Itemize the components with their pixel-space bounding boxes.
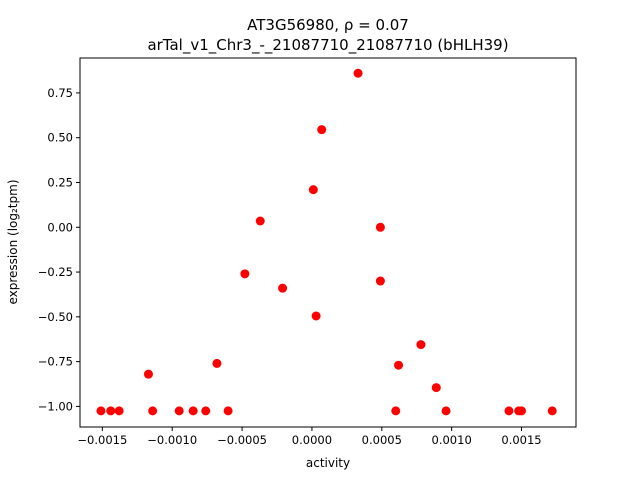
data-point (311, 311, 321, 321)
data-point (416, 340, 426, 350)
chart-title-line1: AT3G56980, ρ = 0.07 (247, 16, 409, 34)
data-point (375, 276, 385, 286)
x-axis-ticks: −0.0015 −0.0010 −0.0005 0.0000 0.0005 0.0010 0… (77, 427, 542, 447)
y-tick-label: −1.00 (38, 399, 73, 413)
x-tick-label: 0.0005 (362, 433, 402, 447)
data-point (114, 406, 124, 416)
data-point (517, 406, 527, 416)
x-tick-label: −0.0015 (77, 433, 127, 447)
x-tick-label: −0.0005 (217, 433, 267, 447)
data-point (547, 406, 557, 416)
data-point (441, 406, 451, 416)
data-point (188, 406, 198, 416)
data-point (201, 406, 211, 416)
y-tick-label: 0.50 (47, 131, 73, 145)
plot-frame (79, 57, 577, 428)
y-tick-label: 0.75 (47, 86, 73, 100)
y-axis-label: expression (log₂tpm) (6, 179, 20, 304)
x-axis-label: activity (306, 456, 350, 470)
data-point (212, 358, 222, 368)
x-tick-label: 0.0000 (292, 433, 332, 447)
data-point (106, 406, 116, 416)
data-point (223, 406, 233, 416)
data-point (143, 369, 153, 379)
chart-title-line2: arTal_v1_Chr3_-_21087710_21087710 (bHLH3… (147, 36, 508, 55)
data-point (240, 269, 250, 279)
data-point (375, 222, 385, 232)
y-tick-label: −0.25 (38, 265, 73, 279)
x-tick-label: −0.0010 (147, 433, 197, 447)
y-tick-label: −0.75 (38, 355, 73, 369)
data-point (96, 406, 106, 416)
data-point (148, 406, 158, 416)
data-point (353, 68, 363, 78)
data-point (174, 406, 184, 416)
data-points (96, 68, 557, 416)
data-point (255, 216, 265, 226)
data-point (391, 406, 401, 416)
data-point (431, 383, 441, 393)
data-point (504, 406, 514, 416)
data-point (394, 360, 404, 370)
y-tick-label: −0.50 (38, 310, 73, 324)
y-tick-label: 0.25 (47, 175, 73, 189)
data-point (317, 125, 327, 135)
x-tick-label: 0.0015 (501, 433, 541, 447)
y-tick-label: 0.00 (47, 220, 73, 234)
data-point (278, 283, 288, 293)
data-point (308, 185, 318, 195)
x-tick-label: 0.0010 (432, 433, 472, 447)
y-axis-ticks: −1.00 −0.75 −0.50 −0.25 0.00 0.25 0.50 0.75 (38, 86, 80, 413)
